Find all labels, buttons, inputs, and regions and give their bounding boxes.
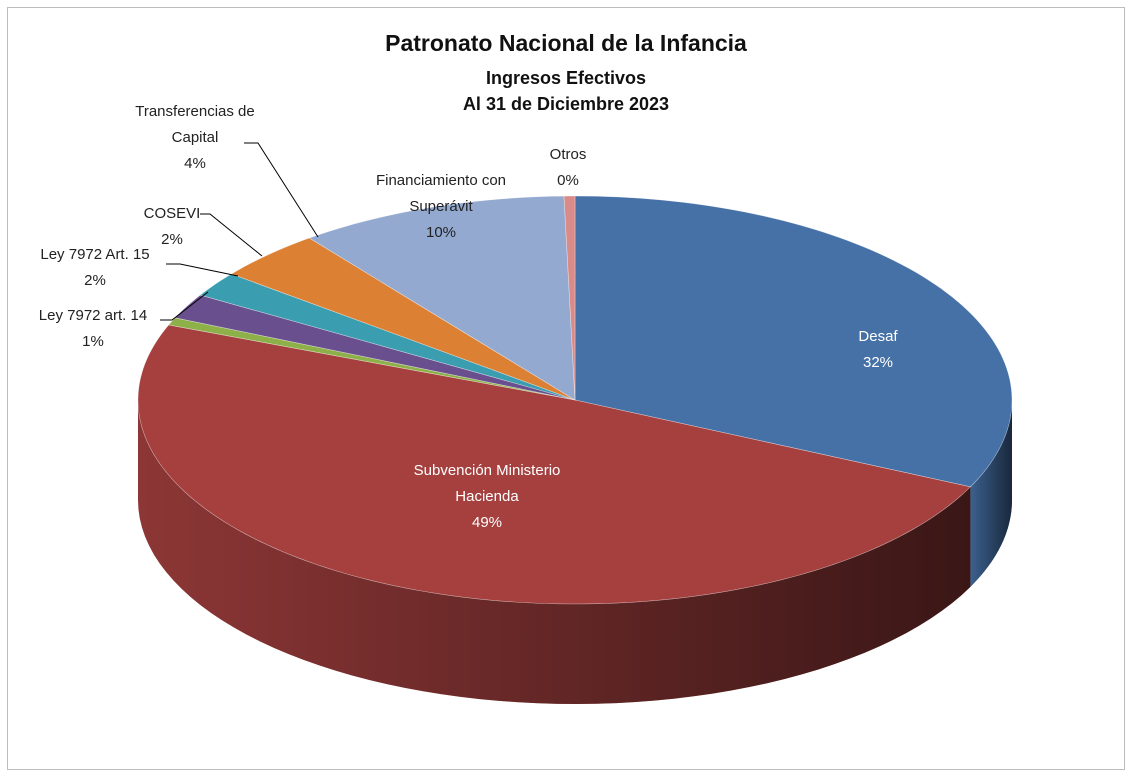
label-category: Ley 7972 Art. 15 <box>40 246 150 263</box>
data-label: Transferencias de Capital 4% <box>120 99 270 177</box>
label-value: 4% <box>184 155 206 172</box>
data-label: Ley 7972 Art. 15 2% <box>10 242 180 294</box>
chart-subtitle: Al 31 de Diciembre 2023 <box>462 94 670 114</box>
leader-lines <box>160 142 319 321</box>
label-category: Financiamiento con Superávit <box>375 172 507 215</box>
label-value: 1% <box>82 333 104 350</box>
leader-line <box>160 291 209 321</box>
data-label: Subvención Ministerio Hacienda 49% <box>392 458 582 536</box>
chart-subtitle: Ingresos Efectivos <box>485 68 647 88</box>
leader-line <box>244 142 319 238</box>
chart-title: Patronato Nacional de la Infancia <box>385 30 747 56</box>
pie-sides <box>138 400 1012 704</box>
label-category: Desaf <box>858 328 898 345</box>
label-value: 2% <box>161 231 183 248</box>
label-value: 49% <box>471 514 503 531</box>
data-label: Otros 0% <box>533 142 603 194</box>
data-label: COSEVI 2% <box>122 201 222 253</box>
label-category: COSEVI <box>143 205 201 222</box>
pie-slice <box>308 195 576 401</box>
label-value: 0% <box>557 172 579 189</box>
pie-slice <box>199 273 576 401</box>
label-category: Ley 7972 art. 14 <box>38 307 148 324</box>
label-value: 2% <box>84 272 106 289</box>
label-category: Transferencias de Capital <box>135 103 255 146</box>
leader-line <box>166 263 239 277</box>
pie-side-shade <box>970 400 1012 587</box>
pie-side-shade <box>138 400 971 704</box>
pie-slice <box>230 237 576 401</box>
label-category: Subvención Ministerio Hacienda <box>413 462 561 505</box>
label-category: Otros <box>549 146 587 163</box>
data-label: Desaf 32% <box>818 324 938 376</box>
pie-slice <box>563 195 576 401</box>
label-value: 10% <box>425 224 457 241</box>
pie-tops <box>137 195 1013 605</box>
label-value: 32% <box>862 354 894 371</box>
pie-slice <box>137 324 972 605</box>
leader-line <box>200 213 263 257</box>
pie-slice <box>574 195 1013 488</box>
data-label: Financiamiento con Superávit 10% <box>359 168 524 246</box>
data-label: Ley 7972 art. 14 1% <box>8 303 178 355</box>
